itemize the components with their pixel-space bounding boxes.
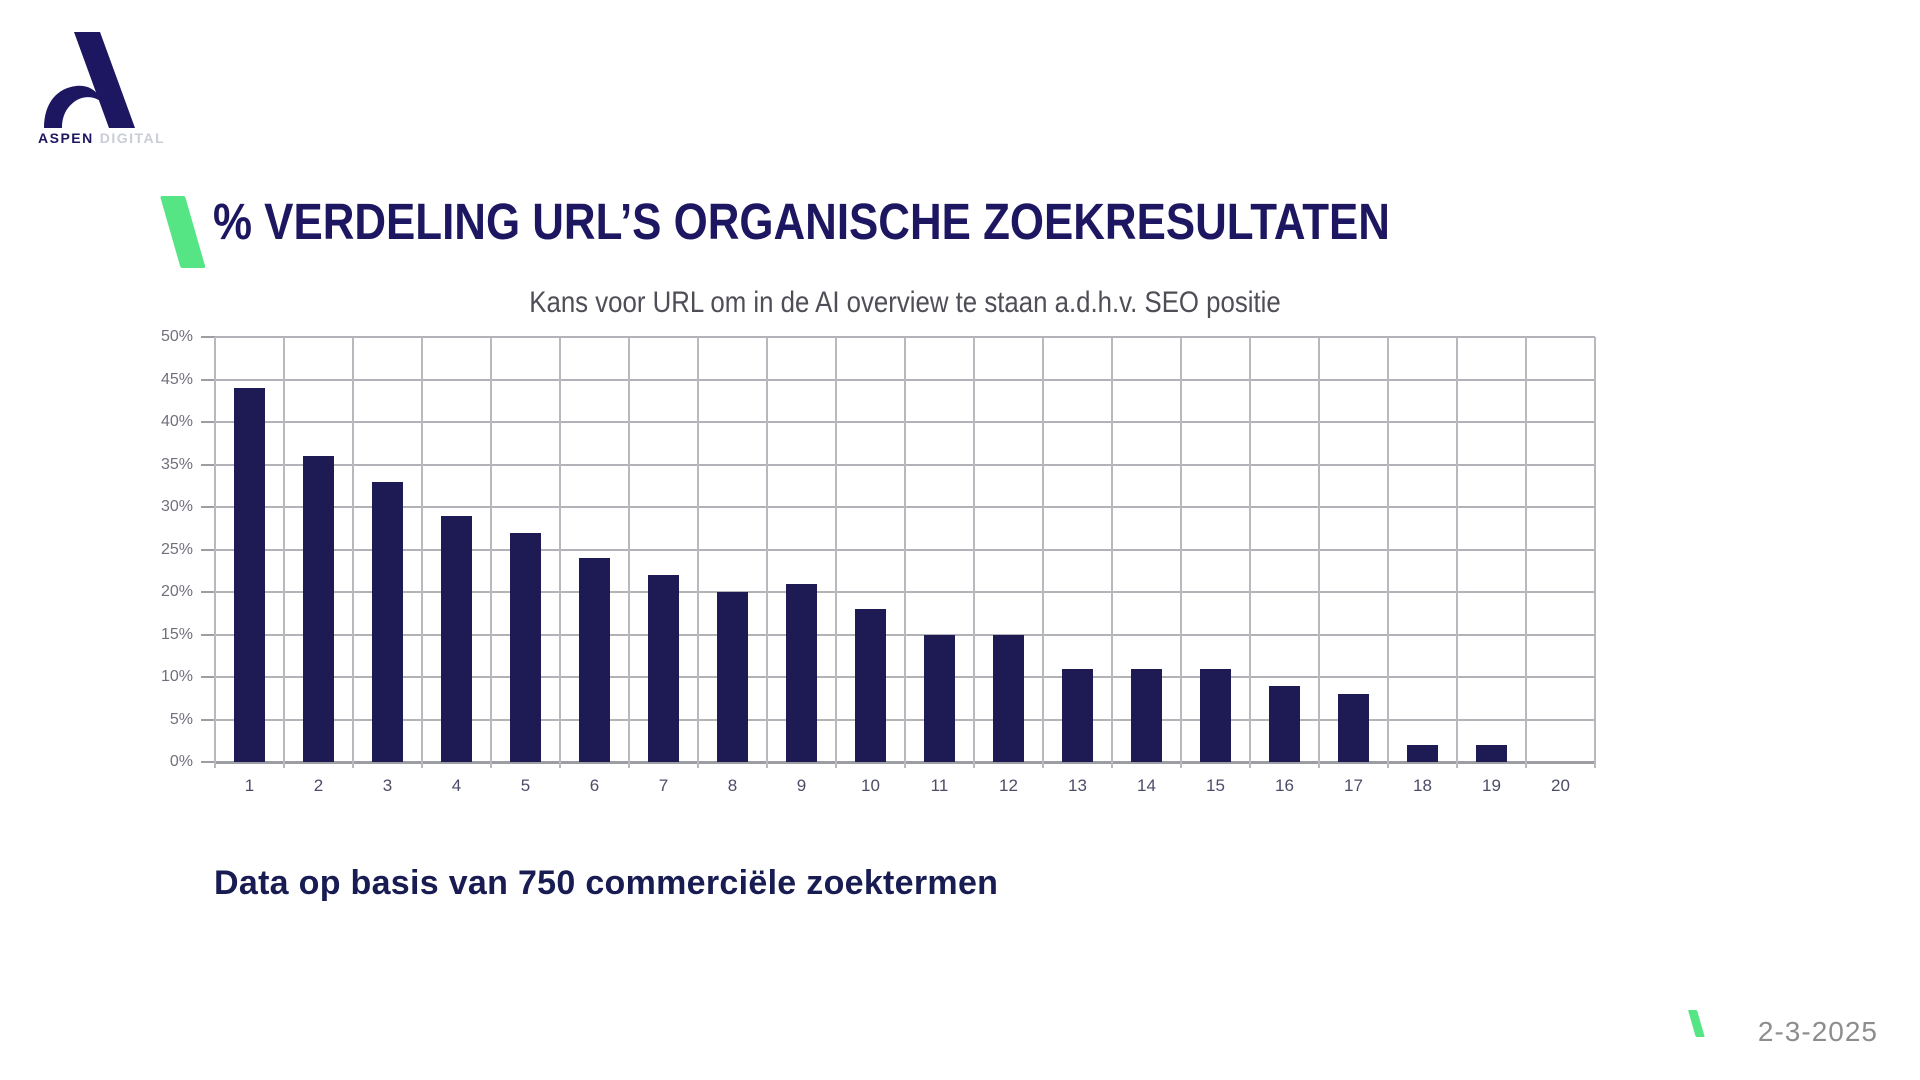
x-axis-label: 3 [382,776,393,795]
bar-position-15 [1199,668,1232,762]
v-gridline [421,337,423,768]
x-axis-label: 8 [727,776,738,795]
bar-position-5 [509,532,542,762]
heading-accent-slash [160,196,206,268]
y-axis-tick [201,633,215,636]
brand-name-bold: ASPEN [38,130,94,146]
bar-position-14 [1130,668,1163,762]
x-axis-label: 17 [1344,776,1363,795]
bar-position-6 [578,558,611,762]
x-axis-label: 20 [1551,776,1570,795]
bar-position-13 [1061,668,1094,762]
v-gridline [697,337,699,768]
y-axis-label: 10% [160,668,193,685]
x-axis-label: 15 [1206,776,1225,795]
y-axis-label: 35% [160,455,193,473]
chart-title: Kans voor URL om in de AI overview te st… [529,286,1281,319]
bar-position-11 [923,634,956,762]
x-axis-label: 10 [861,776,880,795]
v-gridline [628,337,630,768]
y-axis-label: 20% [160,583,193,600]
v-gridline [559,337,561,768]
y-axis-tick [201,378,215,381]
y-axis-label: 25% [160,540,193,558]
v-gridline [1456,337,1458,768]
bar-position-12 [992,634,1025,762]
y-axis-tick [201,718,215,721]
v-gridline [490,337,492,768]
bar-position-16 [1268,685,1301,762]
bar-position-10 [854,609,887,762]
x-axis-label: 11 [930,776,949,795]
x-axis-label: 18 [1413,776,1432,795]
footer-accent-slash [1688,1010,1705,1037]
x-axis-label: 19 [1482,776,1501,795]
v-gridline [1525,337,1527,768]
v-gridline [973,337,975,768]
y-axis-label: 45% [160,370,193,388]
v-gridline [352,337,354,768]
y-axis-tick [201,761,215,763]
page-title: % VERDELING URL’S ORGANISCHE ZOEKRESULTA… [213,193,1390,250]
y-axis-tick [201,548,215,551]
v-gridline [1318,337,1320,768]
v-gridline [214,337,216,768]
bar-position-3 [371,481,404,762]
footer-date: 2-3-2025 [1757,1016,1878,1047]
y-axis-tick [201,463,215,466]
v-gridline [1042,337,1044,768]
x-axis-label: 5 [520,776,531,795]
y-axis-tick [201,336,215,338]
y-axis-tick [201,421,215,423]
bar-position-1 [233,388,266,762]
bar-position-17 [1337,694,1370,762]
bar-position-9 [785,583,818,762]
v-gridline [1249,337,1251,768]
y-axis-label: 30% [160,498,193,515]
x-axis-label: 6 [589,776,600,795]
x-axis-label: 4 [451,776,462,795]
y-axis-tick [201,591,215,593]
brand-name: ASPEN DIGITAL [38,130,165,148]
v-gridline [1594,337,1596,768]
bar-position-18 [1406,745,1439,762]
v-gridline [1111,337,1113,768]
x-axis-label: 9 [796,776,807,795]
bar-position-19 [1475,745,1508,762]
aspen-logo-icon [44,32,135,128]
bar-position-4 [440,515,473,762]
x-axis-label: 2 [313,776,324,795]
y-axis-label: 0% [169,753,193,770]
v-gridline [1180,337,1182,768]
y-axis-label: 5% [169,710,193,728]
x-axis-label: 16 [1275,776,1294,795]
x-axis-label: 12 [999,776,1018,795]
bar-position-2 [302,456,335,762]
v-gridline [904,337,906,768]
v-gridline [1387,337,1389,768]
aspen-logo: ASPEN DIGITAL [38,30,168,155]
footnote: Data op basis van 750 commerciële zoekte… [214,864,999,902]
v-gridline [835,337,837,768]
bar-position-7 [647,575,680,762]
y-axis-tick [201,506,215,508]
bar-chart-plot-area: 50% 45% 40% 35% 30% 25% 20% 15% 10% 5% 0% 1 2 3 4 5 6 7 8 9… [161,328,1596,795]
x-axis-label: 14 [1137,776,1156,795]
v-gridline [766,337,768,768]
x-axis-label: 7 [658,776,669,795]
y-axis-tick [201,676,215,678]
x-axis-label: 13 [1068,776,1087,795]
brand-name-light: DIGITAL [99,130,166,146]
y-axis-label: 40% [160,413,193,430]
x-axis-label: 1 [244,776,255,795]
v-gridline [283,337,285,768]
y-axis-label: 50% [160,328,193,345]
y-axis-label: 15% [160,625,193,643]
bar-position-8 [716,592,749,762]
